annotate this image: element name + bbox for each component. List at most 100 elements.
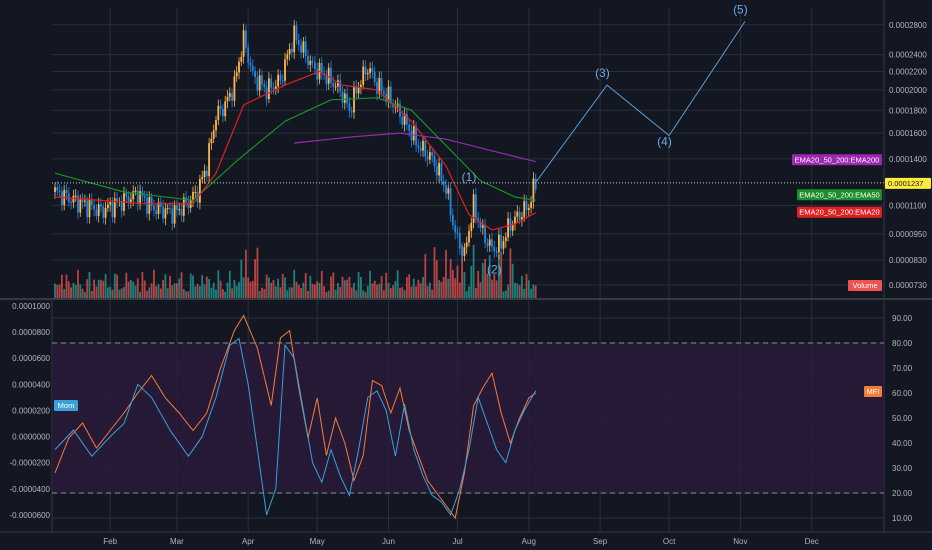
candle-body-23 — [107, 204, 109, 209]
candle-body-85 — [249, 62, 252, 66]
candle-body-83 — [245, 30, 247, 48]
volume-bar-9 — [74, 285, 77, 298]
mfi-tick-1: 80.00 — [892, 339, 913, 348]
candle-body-127 — [346, 93, 348, 104]
candle-body-40 — [146, 197, 148, 214]
candle-body-180 — [468, 231, 470, 243]
mom-tag: Mom — [58, 401, 75, 410]
volume-bar-12 — [81, 288, 84, 298]
volume-bar-124 — [339, 287, 342, 298]
candle-body-165 — [433, 155, 436, 167]
mom-tick-3: 0.0000400 — [12, 380, 50, 389]
volume-bar-32 — [127, 281, 130, 298]
candle-body-73 — [222, 108, 224, 117]
volume-bar-193 — [498, 254, 500, 298]
volume-bar-150 — [399, 287, 401, 298]
candle-body-39 — [143, 196, 146, 198]
candle-body-145 — [387, 86, 390, 102]
x-tick-9: Nov — [733, 537, 747, 546]
candle-body-24 — [109, 202, 112, 205]
candle-body-0 — [54, 187, 56, 192]
volume-bar-121 — [332, 272, 335, 298]
price-tick-5: 0.0001600 — [889, 129, 927, 138]
candle-body-55 — [180, 209, 183, 216]
mom-tick-7: -0.0000400 — [10, 485, 51, 494]
volume-bar-134 — [362, 290, 365, 298]
candle-body-203 — [521, 217, 523, 220]
mom-tick-5: 0.0000000 — [12, 433, 50, 442]
volume-bar-83 — [245, 249, 247, 298]
volume-bar-109 — [304, 272, 307, 298]
volume-bar-7 — [70, 287, 72, 298]
candle-body-20 — [100, 204, 102, 207]
ema20-tag: EMA20_50_200:EMA20 — [799, 208, 879, 217]
volume-bar-141 — [378, 283, 381, 298]
candle-body-184 — [477, 217, 480, 222]
volume-bar-27 — [116, 274, 118, 298]
price-tick-2: 0.0002200 — [889, 67, 927, 76]
candle-body-176 — [458, 233, 461, 249]
volume-bar-36 — [136, 278, 139, 298]
volume-bar-18 — [95, 286, 98, 298]
candle-body-100 — [284, 59, 286, 81]
volume-bar-159 — [419, 283, 422, 298]
candle-body-110 — [307, 56, 309, 65]
volume-bar-77 — [231, 288, 233, 298]
candle-body-133 — [360, 84, 362, 88]
volume-bar-202 — [518, 285, 521, 298]
candle-body-195 — [502, 241, 505, 249]
candle-body-179 — [465, 242, 468, 248]
wave-labels: (1) (2) (3) (4) (5) — [462, 2, 748, 276]
axes: Feb Mar Apr May Jun Jul Aug Sep Oct Nov Dec 0.00028… — [10, 21, 928, 546]
volume-bar-74 — [224, 291, 227, 298]
candle-body-146 — [389, 86, 392, 104]
mom-tick-0: 0.0001000 — [12, 302, 50, 311]
candle-body-9 — [74, 195, 77, 197]
candle-body-95 — [272, 87, 275, 89]
candle-body-120 — [330, 67, 332, 83]
candle-body-147 — [392, 103, 394, 108]
last-price-tag: 0.0001237 — [888, 179, 923, 188]
volume-bar-184 — [477, 270, 480, 298]
x-tick-4: Jun — [382, 537, 395, 546]
candle-body-92 — [265, 87, 268, 100]
volume-bar-205 — [525, 273, 528, 298]
volume-bar-48 — [164, 274, 167, 298]
candle-body-37 — [139, 191, 141, 205]
volume-bar-97 — [277, 278, 279, 298]
volume-bar-147 — [392, 285, 394, 298]
volume-bar-70 — [215, 289, 217, 298]
candle-body-206 — [527, 208, 530, 210]
wave-label-1: (2) — [487, 262, 502, 276]
candle-body-107 — [300, 44, 302, 53]
volume-bar-113 — [314, 284, 316, 298]
candle-body-171 — [447, 188, 450, 194]
candle-body-68 — [210, 138, 213, 144]
candle-body-54 — [178, 209, 181, 211]
volume-bar-92 — [265, 274, 268, 298]
ema20-line — [54, 70, 536, 231]
candle-body-166 — [435, 166, 438, 176]
volume-bar-40 — [146, 290, 148, 298]
price-tick-9: 0.0000950 — [889, 230, 927, 239]
volume-bar-88 — [256, 247, 259, 298]
volume-bar-165 — [433, 247, 436, 298]
volume-bar-89 — [258, 290, 261, 298]
volume-bar-148 — [394, 281, 397, 298]
volume-bar-137 — [369, 270, 371, 298]
volume-bar-72 — [219, 280, 222, 298]
volume-bar-174 — [454, 278, 457, 298]
candle-body-142 — [380, 77, 383, 92]
volume-bar-112 — [311, 283, 314, 298]
volume-bar-64 — [201, 275, 204, 298]
volume-tag: Volume — [852, 281, 877, 290]
volume-bar-52 — [173, 283, 176, 298]
volume-bar-14 — [86, 279, 89, 298]
candle-body-70 — [215, 120, 217, 131]
candle-body-153 — [406, 113, 408, 125]
candle-body-139 — [373, 71, 376, 83]
volume-bar-167 — [438, 280, 440, 298]
candle-body-69 — [212, 130, 215, 139]
candle-body-56 — [182, 197, 185, 216]
